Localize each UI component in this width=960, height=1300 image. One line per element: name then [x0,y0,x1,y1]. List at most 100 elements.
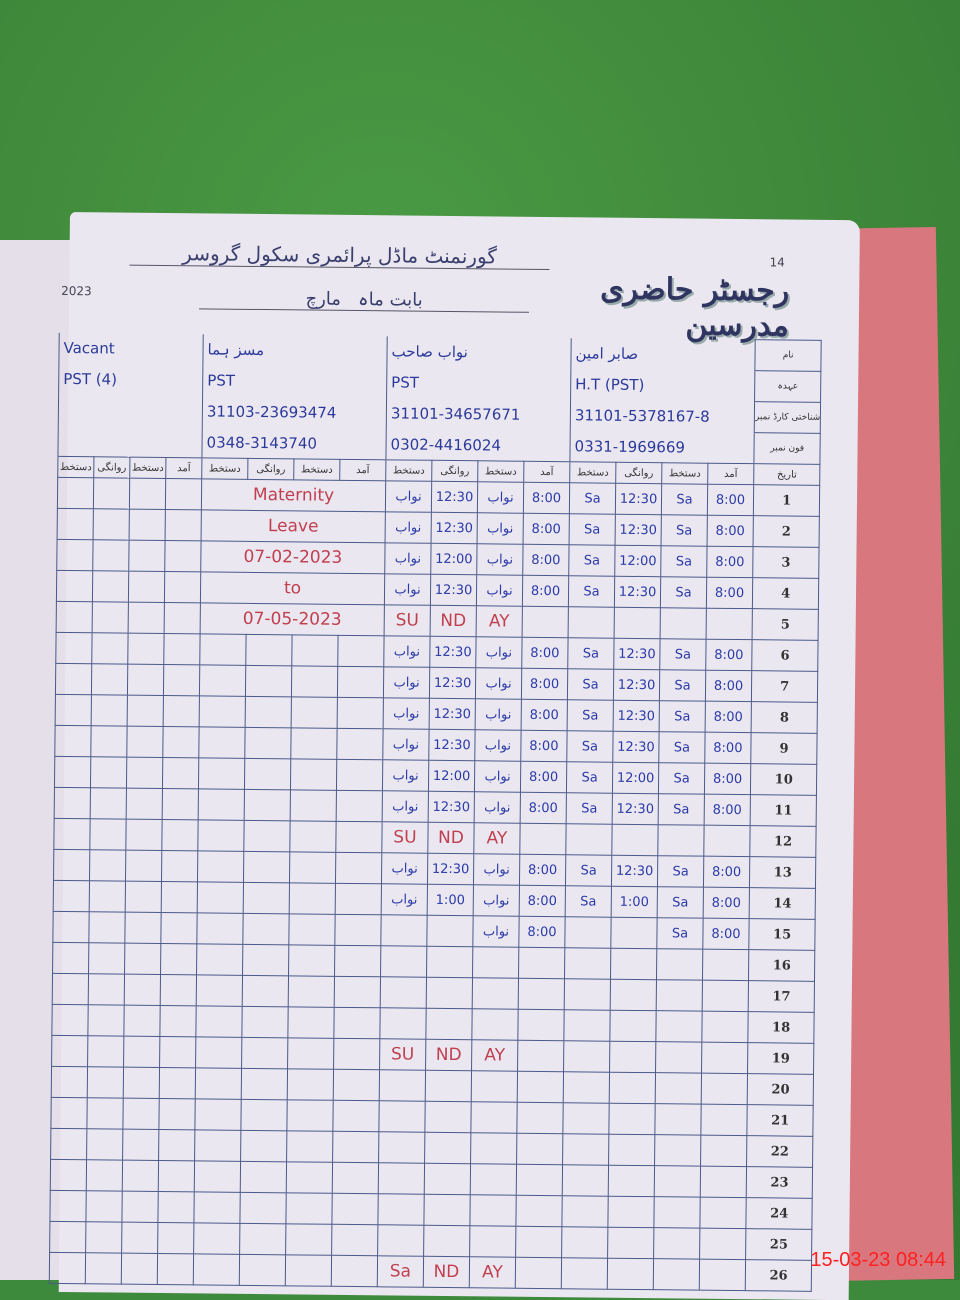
date-cell: 13 [749,856,817,889]
ht-entry: 12:30 [615,483,662,515]
ht-cell [607,1258,654,1290]
teacher-phone: 0302-4416024 [385,428,571,462]
ht-entry [608,1134,655,1166]
nawab-entry [516,1133,563,1165]
ht-entry: 8:00 [707,484,754,516]
ht-entry [701,1011,749,1043]
ht-entry: Sa [568,544,616,577]
vacant-cell [50,1159,87,1191]
nawab-entry: 12:30 [428,791,475,823]
sunday-label: ND [423,1256,470,1288]
maternity-cell [290,789,337,822]
vacant-cell [164,602,201,634]
nawab-entry: 8:00 [523,482,570,514]
ht-entry: Sa [659,638,707,671]
nawab-entry: 8:00 [518,916,566,948]
nawab-entry: 8:00 [520,792,567,824]
vacant-cell [52,973,89,1005]
ht-entry: Sa [658,731,706,764]
maternity-cell [244,758,291,790]
ht-entry [609,1072,656,1104]
maternity-cell [333,1069,380,1101]
ht-cell [563,1040,610,1073]
header-sign: دستخط [201,457,248,480]
vacant-cell [161,881,198,913]
nawab-entry: نواب [383,635,431,668]
nawab-entry: نواب [474,791,521,824]
nawab-entry [516,1102,564,1134]
ht-entry [654,1165,701,1198]
maternity-cell [241,1037,288,1069]
maternity-cell [337,635,385,667]
vacant-cell [86,1097,124,1130]
ht-cell [660,607,707,640]
ht-entry [607,1196,655,1228]
date-cell: 9 [750,732,818,765]
vacant-cell [56,539,94,571]
ht-entry: Sa [658,793,705,826]
nawab-entry [517,1071,564,1103]
row-label: فون نمبر [753,432,821,465]
teacher-name: مسز ہما [202,333,388,367]
maternity-cell [286,1161,333,1194]
ht-entry: 12:30 [612,731,660,763]
header-departure: روانگی [247,458,294,480]
ht-cell [657,824,705,857]
vacant-cell [165,509,202,541]
ht-entry [561,1195,609,1228]
nawab-entry [469,1194,517,1227]
ht-entry [700,1135,747,1167]
teacher-cnic: 31101-5378167-8 [570,399,755,433]
sunday-label: ND [425,1039,472,1071]
school-name: گورنمنٹ ماڈل پرائمری سکول گروسر [129,240,550,271]
ht-entry: Sa [658,762,705,795]
vacant-cell [92,601,129,634]
header-departure: روانگی [615,462,662,484]
maternity-cell [288,944,335,977]
vacant-cell [56,570,93,602]
teacher-name: نواب صاحب [386,335,572,369]
ht-entry: 8:00 [702,918,750,950]
vacant-cell [90,787,127,820]
ht-entry [654,1134,701,1167]
vacant-cell [127,664,164,696]
ht-entry: 8:00 [705,639,753,671]
maternity-cell [285,1254,332,1287]
vacant-cell [126,757,163,789]
maternity-cell [333,1007,381,1039]
maternity-cell [286,1130,333,1163]
ht-entry [561,1226,608,1259]
vacant-cell [86,1159,123,1192]
date-cell: 1 [753,484,820,517]
vacant-cell [124,943,161,975]
date-cell: 25 [745,1228,813,1261]
nawab-entry [516,1164,563,1196]
vacant-cell [89,818,127,851]
ht-cell [614,607,661,639]
maternity-cell [193,1191,241,1224]
ht-entry: 12:30 [611,855,658,887]
ht-entry [653,1227,700,1260]
maternity-cell [285,1192,333,1225]
maternity-cell [335,821,383,853]
date-cell: 18 [747,1011,815,1044]
maternity-note: to [200,571,385,605]
maternity-cell [334,945,381,977]
sunday-label: AY [469,1256,516,1289]
nawab-entry: نواب [385,511,432,544]
date-cell: 21 [746,1104,814,1137]
maternity-cell [287,1068,334,1101]
vacant-cell [92,539,130,572]
nawab-entry [426,946,473,978]
nawab-entry: 8:00 [521,637,569,669]
ht-entry: 8:00 [703,856,750,888]
maternity-cell [244,789,291,821]
header-arrival: آمد [707,463,754,485]
nawab-entry: نواب [475,667,522,700]
maternity-cell [193,1222,240,1255]
ht-cell [568,606,615,639]
vacant-cell [165,478,202,510]
header-sign: دستخط [569,461,616,484]
nawab-entry [472,977,519,1010]
nawab-entry: 1:00 [427,884,474,916]
